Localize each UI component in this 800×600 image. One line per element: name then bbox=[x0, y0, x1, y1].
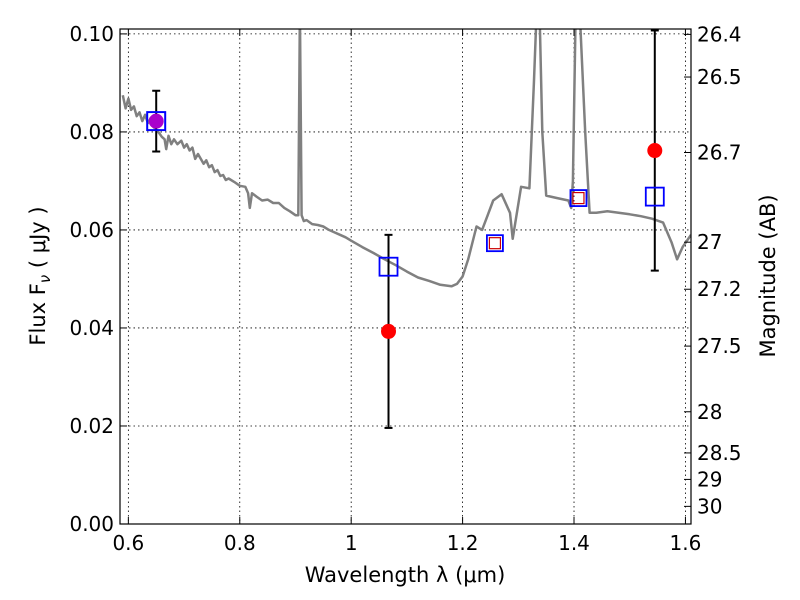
y-tick-label: 0.04 bbox=[69, 316, 114, 340]
y-axis-title-main: Flux F bbox=[26, 283, 50, 345]
y-tick-label: 0.00 bbox=[69, 512, 114, 536]
tick-labels: 0.6 0.8 1 1.2 1.4 1.6 0.00 0.02 0.04 0.06 0.08 0.10… bbox=[69, 22, 741, 555]
right-tick-label: 27 bbox=[697, 230, 722, 254]
observed-flux-point bbox=[148, 113, 164, 129]
y-tick-label: 0.02 bbox=[69, 414, 114, 438]
right-tick-label: 27.5 bbox=[697, 334, 742, 358]
x-tick-label: 1.2 bbox=[447, 531, 479, 555]
model-flux-square bbox=[378, 256, 399, 277]
y-axis-title: Flux Fν ( μJy ) bbox=[26, 206, 54, 345]
y-axis-title-sub: ν bbox=[36, 275, 54, 283]
model-flux-inner-square bbox=[572, 191, 585, 205]
right-axis-title: Magnitude (AB) bbox=[756, 194, 780, 357]
x-axis-title: Wavelength λ (μm) bbox=[305, 563, 506, 587]
right-tick-label: 28 bbox=[697, 400, 722, 424]
right-tick-label: 27.2 bbox=[697, 277, 742, 301]
model-flux-square bbox=[146, 111, 167, 132]
y-tick-label: 0.06 bbox=[69, 218, 114, 242]
plot-frame bbox=[119, 28, 692, 525]
spectrum-layer bbox=[121, 29, 691, 288]
observed-flux-point bbox=[647, 143, 663, 159]
axis-ticks bbox=[120, 29, 691, 525]
model-spectrum-line bbox=[121, 29, 691, 288]
model-flux-inner-square bbox=[488, 237, 502, 250]
x-tick-label: 1.4 bbox=[558, 531, 590, 555]
grid-lines bbox=[120, 29, 691, 525]
model-flux-square bbox=[569, 189, 588, 207]
markers bbox=[146, 111, 665, 339]
x-tick-label: 1.6 bbox=[670, 531, 702, 555]
right-tick-label: 26.5 bbox=[697, 65, 742, 89]
model-flux-square bbox=[644, 186, 665, 207]
right-tick-label: 28.5 bbox=[697, 441, 742, 465]
right-tick-label: 29 bbox=[697, 467, 722, 491]
right-tick-label: 26.7 bbox=[697, 141, 742, 165]
y-tick-label: 0.08 bbox=[69, 120, 114, 144]
model-flux-square bbox=[486, 234, 504, 253]
y-axis-title-unit: ( μJy ) bbox=[26, 206, 50, 274]
right-tick-label: 26.4 bbox=[697, 22, 742, 46]
x-tick-label: 1 bbox=[345, 531, 358, 555]
y-tick-label: 0.10 bbox=[69, 22, 114, 46]
observed-flux-point bbox=[381, 323, 397, 339]
x-tick-label: 0.6 bbox=[112, 531, 144, 555]
right-tick-label: 30 bbox=[697, 494, 722, 518]
x-tick-label: 0.8 bbox=[224, 531, 256, 555]
